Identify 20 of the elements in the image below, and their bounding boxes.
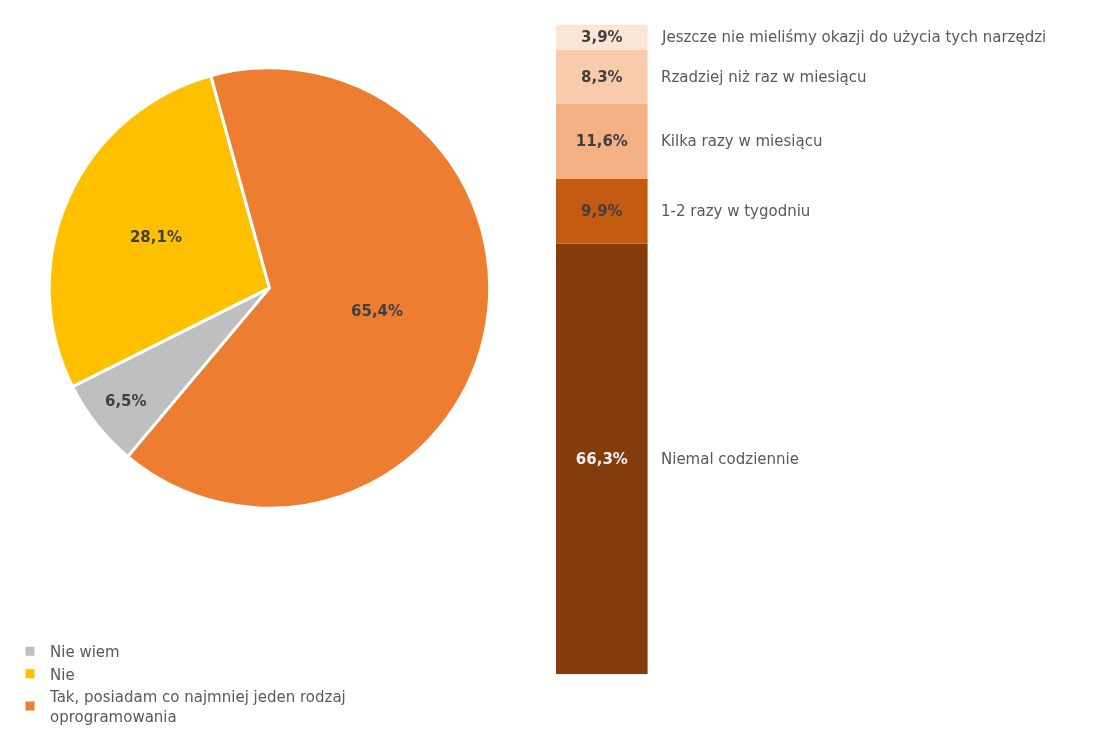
series-label: Kilka razy w miesiącu xyxy=(661,132,823,150)
data-label: 6,5% xyxy=(104,392,147,411)
data-label: 8,3% xyxy=(581,67,623,86)
data-label: 9,9% xyxy=(581,202,623,221)
legend-label: Nie wiem xyxy=(50,643,120,662)
series-label: Niemal codziennie xyxy=(661,450,799,468)
legend-label: Tak, posiadam co najmniej jeden rodzaj oprogramowania xyxy=(49,688,346,726)
bar xyxy=(555,103,648,180)
bar xyxy=(555,243,648,675)
bar xyxy=(555,179,648,244)
legend-label: Nie xyxy=(50,665,75,684)
data-label: 66,3% xyxy=(575,449,628,468)
series-label: 1-2 razy w tygodniu xyxy=(661,202,811,220)
data-label: 28,1% xyxy=(129,228,182,247)
bar xyxy=(555,49,648,104)
series-label: Jeszcze nie mieliśmy okazji do użycia tych narzędzi xyxy=(661,28,1047,46)
series-label: Rzadziej niż raz w miesiącu xyxy=(661,68,867,86)
data-label: 3,9% xyxy=(581,28,623,47)
data-label: 65,4% xyxy=(351,302,404,321)
data-label: 11,6% xyxy=(575,132,628,151)
